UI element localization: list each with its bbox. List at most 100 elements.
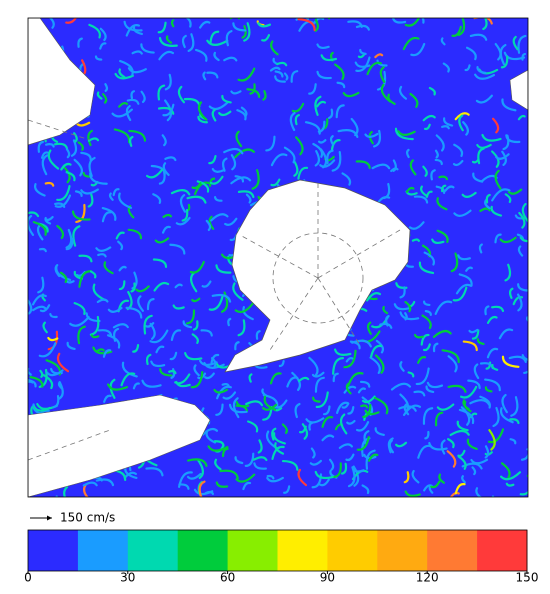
current-streak [355, 421, 370, 432]
current-streak [221, 447, 229, 458]
current-streak [193, 364, 200, 377]
current-streak [447, 384, 467, 393]
current-streak [237, 67, 256, 82]
current-streak [150, 360, 166, 368]
current-streak [423, 300, 431, 307]
current-streak [146, 298, 155, 311]
current-streak [374, 354, 385, 374]
current-streak [500, 471, 522, 481]
current-streak [281, 459, 299, 471]
current-streak [404, 490, 421, 497]
current-streak [509, 418, 520, 425]
current-streak [274, 75, 286, 83]
current-streak [141, 379, 162, 388]
current-streak [363, 453, 377, 460]
current-streak [261, 388, 268, 397]
current-streak [73, 158, 83, 177]
current-streak [186, 472, 202, 480]
current-streak [29, 376, 44, 388]
current-streak [131, 50, 143, 55]
current-streak [379, 66, 386, 83]
current-streak [347, 371, 364, 387]
current-streak [520, 452, 528, 461]
current-streak [501, 355, 520, 368]
current-streak [422, 407, 434, 425]
current-streak [441, 125, 450, 130]
current-streak [308, 83, 317, 95]
current-streak [211, 293, 232, 303]
current-streak [168, 370, 177, 375]
current-streak [425, 385, 435, 394]
current-streak [390, 382, 412, 391]
current-streak [77, 141, 84, 151]
current-streak [80, 151, 92, 161]
current-streak [73, 132, 78, 143]
current-streak [190, 271, 198, 293]
current-streak [120, 372, 136, 387]
current-streak [213, 195, 223, 202]
current-streak [78, 270, 93, 288]
current-streak [385, 315, 390, 327]
current-streak [470, 458, 489, 465]
current-streak [215, 403, 224, 416]
current-streak [72, 225, 81, 247]
current-streak [65, 228, 73, 249]
current-streak [164, 73, 172, 91]
current-streak [355, 56, 371, 73]
current-streak [39, 304, 51, 313]
current-streak [488, 429, 496, 451]
current-streak [411, 238, 420, 242]
current-streak [476, 338, 485, 346]
current-streak [449, 429, 470, 437]
current-streak [312, 396, 321, 403]
current-streak [215, 481, 229, 488]
current-streak [119, 59, 134, 76]
current-streak [440, 37, 446, 46]
current-streak [499, 407, 514, 424]
current-streak [95, 246, 112, 252]
current-streak [373, 129, 382, 148]
colorbar-tick-label: 60 [220, 571, 235, 585]
current-streak [359, 380, 371, 388]
current-streak [417, 355, 427, 364]
current-streak [244, 452, 255, 468]
colorbar-tick-label: 30 [120, 571, 135, 585]
current-streak [149, 329, 169, 344]
current-streak [252, 456, 268, 462]
current-streak [270, 40, 279, 56]
current-streak [189, 260, 205, 274]
current-streak [65, 18, 77, 24]
current-streak [481, 133, 502, 142]
current-streak [265, 135, 276, 152]
current-streak [181, 208, 189, 222]
current-streak [399, 311, 420, 321]
current-streak [28, 380, 34, 384]
current-streak [509, 438, 517, 445]
current-streak [395, 441, 408, 448]
current-streak [158, 50, 175, 61]
current-streak [227, 317, 232, 327]
current-streak [128, 129, 147, 142]
current-streak [407, 371, 415, 378]
current-streak [54, 202, 66, 209]
current-streak [458, 273, 473, 287]
current-streak [165, 35, 173, 44]
current-streak [89, 270, 97, 279]
current-streak [245, 193, 252, 204]
current-streak [77, 37, 83, 48]
current-streak [66, 341, 76, 351]
current-streak [366, 291, 382, 302]
current-streak [253, 462, 267, 470]
current-streak [355, 24, 370, 31]
current-streak [317, 139, 327, 144]
current-streak [430, 169, 436, 181]
current-streak [478, 243, 483, 254]
current-streak [197, 101, 208, 121]
current-streak [321, 416, 334, 428]
current-streak [140, 90, 146, 104]
current-streak [424, 123, 431, 131]
current-streak [359, 48, 367, 55]
land [509, 69, 528, 111]
current-streak [263, 395, 277, 411]
current-streak [102, 349, 112, 358]
